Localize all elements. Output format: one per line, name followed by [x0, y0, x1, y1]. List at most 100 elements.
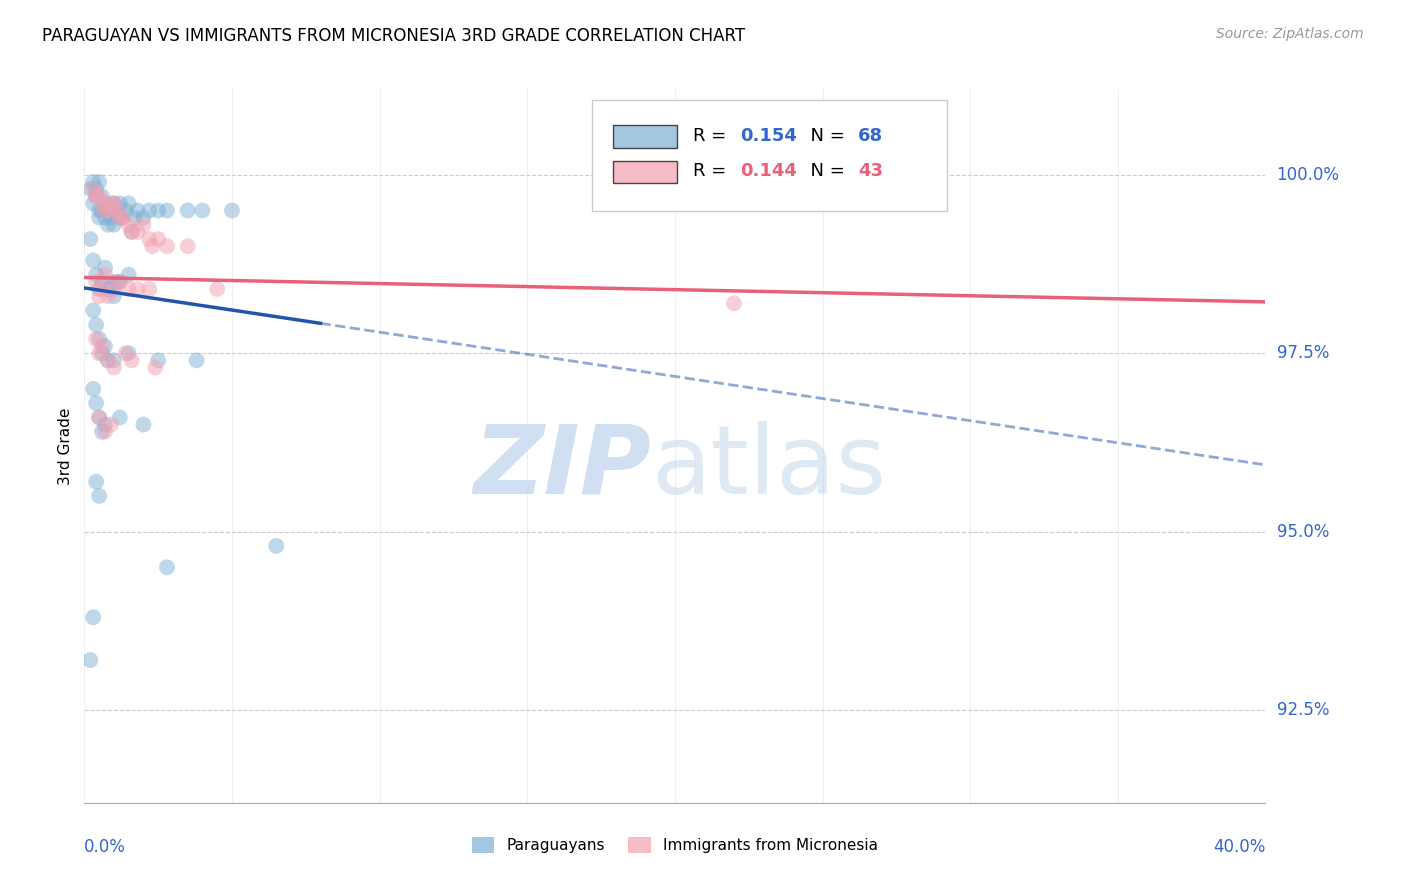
Point: [118, 282, 141, 296]
Point: [97, 203, 120, 218]
Point: [82, 182, 104, 196]
Point: [97, 289, 120, 303]
Point: [103, 360, 125, 375]
Point: [127, 282, 149, 296]
Point: [103, 196, 125, 211]
Point: [111, 211, 134, 225]
Point: [108, 410, 131, 425]
Text: PARAGUAYAN VS IMMIGRANTS FROM MICRONESIA 3RD GRADE CORRELATION CHART: PARAGUAYAN VS IMMIGRANTS FROM MICRONESIA…: [42, 27, 745, 45]
Point: [97, 353, 120, 368]
Point: [127, 203, 149, 218]
Point: [103, 282, 125, 296]
Point: [118, 218, 141, 232]
Point: [82, 175, 104, 189]
Point: [94, 203, 117, 218]
Text: 100.0%: 100.0%: [1277, 166, 1340, 184]
Point: [84, 332, 107, 346]
Point: [100, 196, 122, 211]
Point: [266, 539, 288, 553]
Point: [148, 203, 170, 218]
Point: [105, 203, 128, 218]
Point: [94, 196, 117, 211]
Point: [103, 196, 125, 211]
Point: [132, 211, 155, 225]
Point: [121, 225, 143, 239]
Point: [82, 610, 104, 624]
Point: [723, 296, 745, 310]
Point: [156, 560, 179, 574]
Point: [84, 318, 107, 332]
Point: [103, 289, 125, 303]
Point: [100, 211, 122, 225]
Point: [84, 268, 107, 282]
Point: [97, 218, 120, 232]
Point: [141, 239, 163, 253]
Point: [87, 175, 111, 189]
Point: [87, 410, 111, 425]
Point: [87, 289, 111, 303]
Point: [82, 196, 104, 211]
Point: [91, 282, 114, 296]
Y-axis label: 3rd Grade: 3rd Grade: [58, 408, 73, 484]
Point: [108, 211, 131, 225]
Point: [87, 189, 111, 203]
Point: [84, 189, 107, 203]
Point: [191, 203, 214, 218]
Point: [138, 232, 160, 246]
Text: 92.5%: 92.5%: [1277, 701, 1329, 719]
Point: [186, 353, 208, 368]
Point: [105, 203, 128, 218]
Text: 0.154: 0.154: [740, 127, 797, 145]
Point: [132, 417, 155, 432]
Point: [84, 275, 107, 289]
Point: [91, 346, 114, 360]
Point: [103, 218, 125, 232]
Point: [84, 396, 107, 410]
Point: [100, 275, 122, 289]
Point: [84, 475, 107, 489]
Point: [84, 189, 107, 203]
Point: [82, 303, 104, 318]
Point: [156, 239, 179, 253]
FancyBboxPatch shape: [592, 100, 946, 211]
Point: [91, 196, 114, 211]
Point: [79, 653, 101, 667]
Text: 97.5%: 97.5%: [1277, 344, 1329, 362]
Point: [108, 211, 131, 225]
Point: [103, 353, 125, 368]
Point: [94, 417, 117, 432]
Point: [84, 182, 107, 196]
Point: [121, 225, 143, 239]
Text: N =: N =: [799, 127, 851, 145]
Point: [94, 211, 117, 225]
Text: 40.0%: 40.0%: [1213, 838, 1265, 856]
Point: [79, 232, 101, 246]
Text: 0.144: 0.144: [740, 162, 797, 180]
Point: [87, 346, 111, 360]
Text: 43: 43: [858, 162, 883, 180]
Point: [91, 339, 114, 353]
Point: [82, 253, 104, 268]
Text: Source: ZipAtlas.com: Source: ZipAtlas.com: [1216, 27, 1364, 41]
Point: [97, 203, 120, 218]
Point: [207, 282, 229, 296]
Text: ZIP: ZIP: [474, 421, 651, 514]
Point: [91, 203, 114, 218]
Point: [138, 203, 160, 218]
Point: [94, 260, 117, 275]
Point: [87, 410, 111, 425]
Point: [94, 339, 117, 353]
Point: [108, 275, 131, 289]
Point: [148, 232, 170, 246]
Point: [94, 268, 117, 282]
Point: [87, 489, 111, 503]
Text: N =: N =: [799, 162, 851, 180]
Point: [105, 275, 128, 289]
Point: [97, 282, 120, 296]
Text: 95.0%: 95.0%: [1277, 523, 1329, 541]
Point: [177, 239, 200, 253]
Point: [97, 353, 120, 368]
Point: [221, 203, 243, 218]
Point: [87, 332, 111, 346]
Point: [111, 211, 134, 225]
